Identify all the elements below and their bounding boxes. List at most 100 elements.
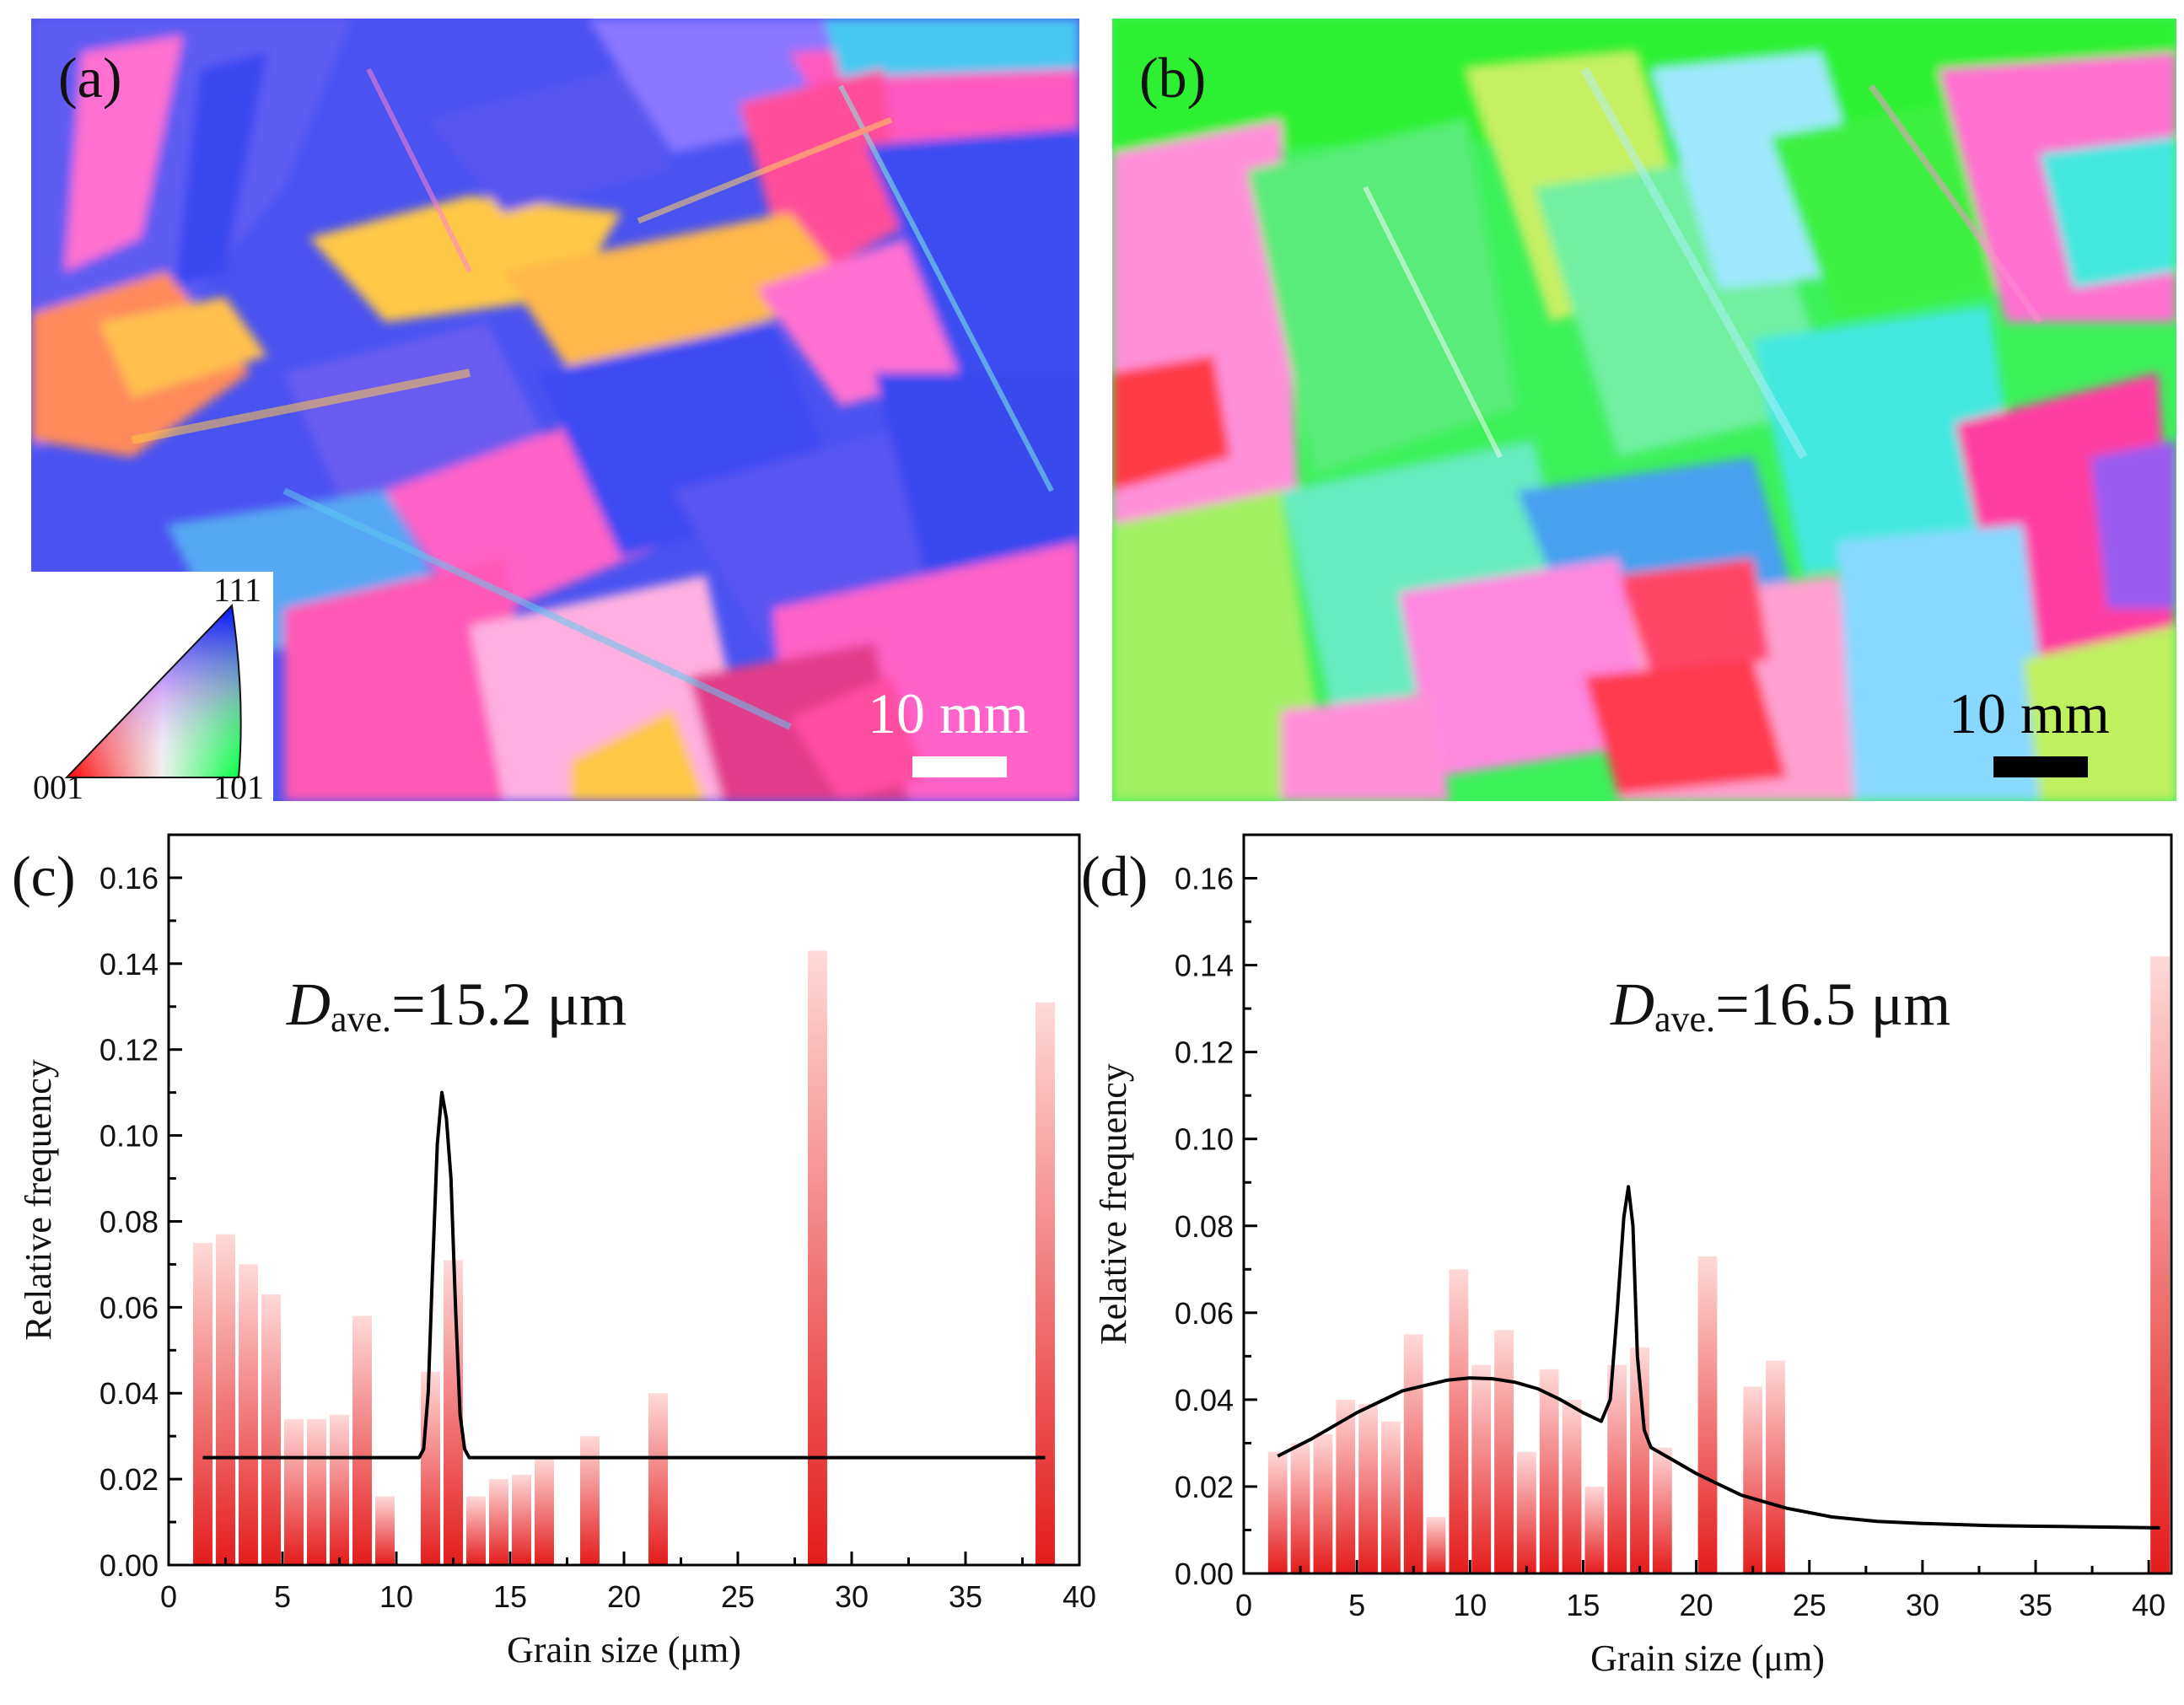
bar-c <box>261 1294 281 1565</box>
x-tick-label: 20 <box>1680 1588 1713 1622</box>
panel-label-c: (c) <box>12 844 75 908</box>
y-tick-label: 0.12 <box>1175 1035 1234 1070</box>
bar-c <box>352 1315 372 1565</box>
bar-d <box>1380 1421 1401 1573</box>
bar-d <box>1766 1360 1785 1573</box>
ipf-label-111: 111 <box>213 571 262 609</box>
bar-c <box>1036 1002 1055 1565</box>
y-tick-label: 0.14 <box>100 947 159 982</box>
bar-d <box>1743 1386 1763 1573</box>
x-tick-label: 35 <box>2019 1588 2052 1622</box>
bar-c <box>512 1475 531 1565</box>
scale-bar-label-a: 10 mm <box>868 681 1029 745</box>
x-tick-label: 40 <box>2132 1588 2165 1622</box>
x-axis-title-c: Grain size (μm) <box>507 1629 741 1670</box>
scale-bar-b <box>1993 756 2088 777</box>
y-tick-label: 0.12 <box>100 1033 159 1068</box>
dave-annotation-c: Dave.=15.2 μm <box>287 971 627 1040</box>
bar-d <box>1449 1269 1469 1573</box>
y-tick-label: 0.14 <box>1175 949 1234 983</box>
y-tick-label: 0.06 <box>1175 1296 1234 1331</box>
bar-c <box>330 1414 349 1565</box>
bar-d <box>1584 1486 1605 1573</box>
y-tick-label: 0.00 <box>1175 1557 1234 1591</box>
bar-d <box>1607 1364 1627 1573</box>
bar-d <box>1516 1451 1536 1573</box>
plot-frame-c <box>167 833 1081 1567</box>
bar-d <box>1471 1364 1492 1573</box>
panel-label-d: (d) <box>1081 844 1148 908</box>
bar-c <box>216 1234 235 1565</box>
bar-d <box>1562 1399 1582 1573</box>
fit-curve-d <box>1277 1185 2160 1530</box>
bar-c <box>489 1479 508 1565</box>
y-tick-label: 0.06 <box>100 1290 159 1325</box>
x-tick-label: 25 <box>721 1579 755 1614</box>
x-tick-label: 0 <box>1235 1588 1252 1622</box>
bar-d <box>1494 1330 1514 1573</box>
bar-c <box>193 1242 212 1565</box>
bar-c <box>239 1264 258 1565</box>
bar-d <box>1652 1447 1672 1573</box>
bar-d <box>1403 1334 1423 1573</box>
plot-frame-d <box>1242 833 2173 1575</box>
bar-d <box>1358 1404 1378 1573</box>
x-tick-label: 15 <box>493 1579 527 1614</box>
ebsd-map-b-image <box>1112 19 2176 801</box>
panel-label-a: (a) <box>58 46 122 110</box>
y-tick-label: 0.10 <box>100 1119 159 1154</box>
ebsd-map-b: (b) 10 mm <box>1112 19 2176 801</box>
bar-d <box>1267 1451 1288 1573</box>
ipf-label-101: 101 <box>213 768 264 802</box>
x-axis-title-d: Grain size (μm) <box>1590 1638 1825 1679</box>
bar-d <box>2150 956 2170 1573</box>
x-tick-label: 0 <box>160 1579 177 1614</box>
x-tick-label: 5 <box>274 1579 291 1614</box>
fit-curve-c <box>202 1090 1046 1460</box>
scale-bar-label-b: 10 mm <box>1949 681 2110 745</box>
y-tick-label: 0.10 <box>1175 1122 1234 1157</box>
y-tick-label: 0.02 <box>100 1462 159 1497</box>
y-tick-label: 0.08 <box>100 1204 159 1239</box>
bar-c <box>580 1436 600 1565</box>
x-tick-label: 30 <box>835 1579 869 1614</box>
x-tick-label: 15 <box>1566 1588 1600 1622</box>
bar-c <box>808 950 827 1565</box>
y-axis-title-c: Relative frequency <box>18 1059 59 1341</box>
scale-bar-a <box>912 756 1007 777</box>
bar-c <box>466 1496 486 1565</box>
x-tick-label: 10 <box>1453 1588 1487 1622</box>
x-tick-label: 5 <box>1348 1588 1365 1622</box>
bar-d <box>1539 1369 1559 1573</box>
chart-d: 0.00 0.02 0.04 0.06 0.08 0.10 0.12 0.14 0.16 0 5 10… <box>1081 833 2173 1679</box>
y-tick-label: 0.04 <box>1175 1383 1234 1417</box>
y-tick-label: 0.16 <box>100 861 159 896</box>
x-tick-label: 35 <box>949 1579 982 1614</box>
x-tick-label: 30 <box>1906 1588 1939 1622</box>
x-tick-label: 40 <box>1062 1579 1096 1614</box>
ipf-triangle <box>64 603 242 778</box>
bar-c <box>421 1371 440 1565</box>
x-tick-label: 25 <box>1793 1588 1826 1622</box>
y-tick-label: 0.04 <box>100 1376 159 1411</box>
dave-annotation-d: Dave.=16.5 μm <box>1611 971 1951 1040</box>
bar-d <box>1426 1517 1446 1573</box>
bar-d <box>1336 1399 1356 1573</box>
bar-c <box>307 1418 326 1565</box>
ipf-color-key: 001 101 111 <box>31 572 273 801</box>
bar-d <box>1290 1443 1310 1573</box>
panel-label-b: (b) <box>1139 46 1207 110</box>
ebsd-map-a-image <box>31 19 1079 801</box>
bar-c <box>648 1393 668 1565</box>
bar-d <box>1630 1347 1649 1573</box>
y-tick-label: 0.00 <box>100 1548 159 1583</box>
bar-c <box>375 1496 395 1565</box>
x-tick-label: 20 <box>607 1579 641 1614</box>
y-tick-label: 0.16 <box>1175 862 1234 896</box>
bar-c <box>535 1457 554 1565</box>
y-tick-label: 0.08 <box>1175 1209 1234 1244</box>
ebsd-map-a: 001 101 111 (a) 10 mm <box>31 19 1079 801</box>
chart-c: 0.00 0.02 0.04 0.06 0.08 0.10 0.12 0.14 0.16 0 5 10… <box>12 833 1096 1670</box>
x-tick-label: 10 <box>379 1579 413 1614</box>
